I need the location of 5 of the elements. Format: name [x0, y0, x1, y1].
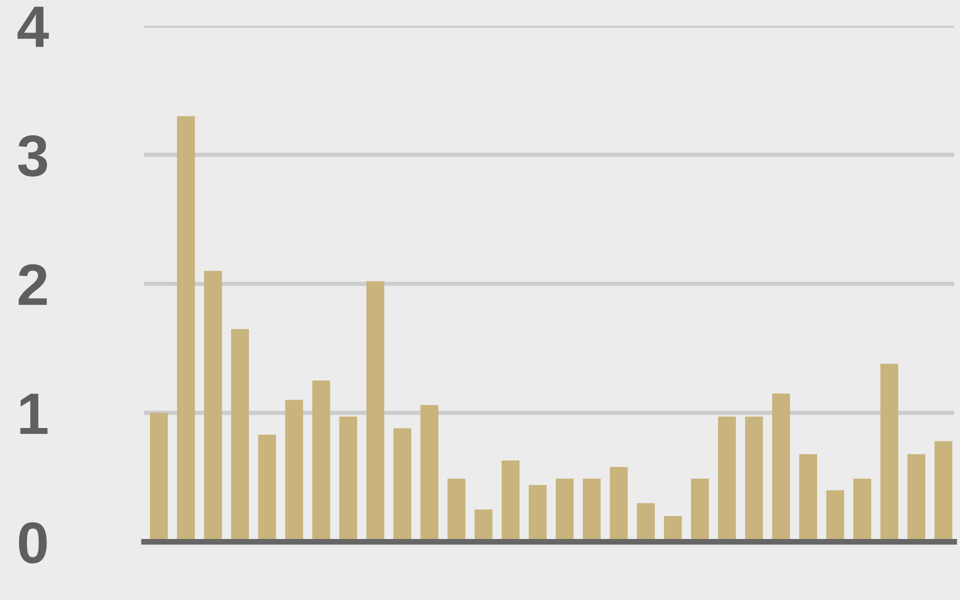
y-tick-label: 1 [20, 394, 48, 434]
y-tick-label: 2 [18, 264, 47, 305]
y-tick-label: 4 [18, 6, 49, 47]
y-tick-label: 0 [18, 522, 47, 564]
y-tick-label: 3 [18, 135, 48, 177]
